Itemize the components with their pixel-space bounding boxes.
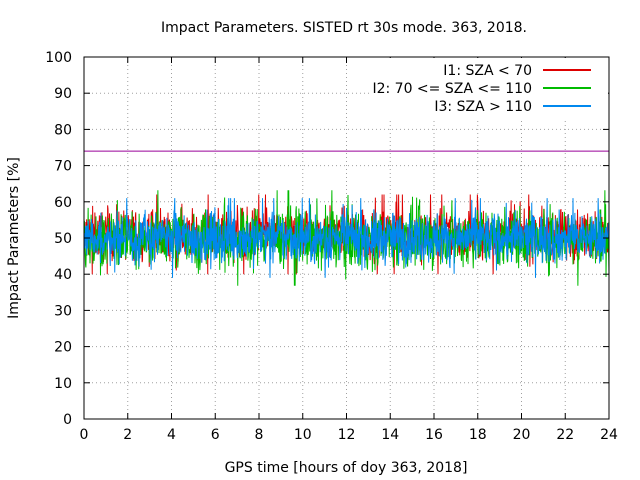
x-tick-label: 24	[600, 427, 618, 443]
x-tick-label: 12	[338, 427, 356, 443]
legend-label: I1: SZA < 70	[443, 63, 532, 79]
x-tick-label: 4	[167, 427, 176, 443]
x-tick-label: 6	[211, 427, 220, 443]
y-tick-label: 90	[54, 86, 72, 102]
chart-title: Impact Parameters. SISTED rt 30s mode. 3…	[161, 20, 527, 36]
x-tick-label: 2	[123, 427, 132, 443]
x-tick-label: 8	[255, 427, 264, 443]
y-tick-label: 10	[54, 376, 72, 392]
x-tick-label: 14	[381, 427, 399, 443]
legend: I1: SZA < 70 I2: 70 <= SZA <= 110 I3: SZA …	[372, 63, 591, 115]
x-axis-label: GPS time [hours of doy 363, 2018]	[225, 460, 468, 476]
y-tick-label: 60	[54, 195, 72, 211]
x-tick-label: 16	[425, 427, 443, 443]
y-axis-label: Impact Parameters [%]	[6, 157, 22, 319]
x-tick-label: 20	[513, 427, 531, 443]
legend-label: I2: 70 <= SZA <= 110	[372, 81, 532, 97]
axes: 0 2 4 6 8 10 12 14 16 18 20 22 240102030405060708090…	[45, 50, 618, 443]
y-tick-label: 80	[54, 122, 72, 138]
data-series	[83, 190, 610, 286]
legend-label: I3: SZA > 110	[434, 99, 532, 115]
y-tick-label: 70	[54, 159, 72, 175]
y-tick-label: 0	[63, 412, 72, 428]
y-tick-label: 20	[54, 340, 72, 356]
y-tick-label: 100	[45, 50, 72, 66]
x-tick-label: 18	[469, 427, 487, 443]
series-line	[83, 198, 610, 278]
y-tick-label: 50	[54, 231, 72, 247]
x-tick-label: 22	[556, 427, 574, 443]
y-tick-label: 30	[54, 303, 72, 319]
x-tick-label: 10	[294, 427, 312, 443]
y-tick-label: 40	[54, 267, 72, 283]
x-tick-label: 0	[80, 427, 89, 443]
